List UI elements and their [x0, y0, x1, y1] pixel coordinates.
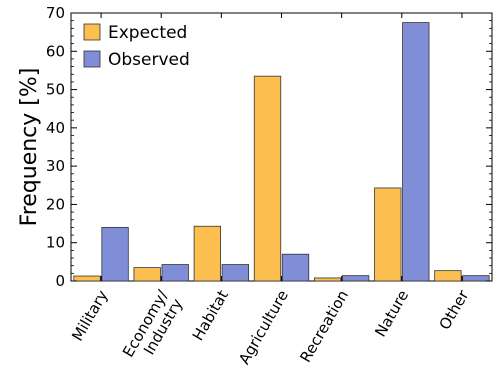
x-tick-label: Agriculture: [235, 287, 292, 367]
legend-swatch-expected: [83, 23, 101, 41]
bar-observed-6: [462, 275, 490, 282]
y-tick-label: 10: [46, 234, 65, 252]
x-tick-label: Economy/Industry: [119, 286, 187, 369]
y-tick-label: 50: [46, 81, 65, 99]
x-tick-label: Other: [435, 286, 472, 333]
bar-expected-6: [434, 270, 462, 282]
x-tick-label: Habitat: [189, 287, 232, 344]
bar-expected-1: [133, 267, 161, 282]
legend-swatch-observed: [83, 50, 101, 68]
x-tick-label: Nature: [371, 287, 412, 340]
y-tick-label: 20: [46, 195, 65, 213]
bar-expected-0: [73, 275, 101, 282]
legend-label-expected: Expected: [108, 23, 187, 43]
bar-observed-1: [161, 264, 189, 282]
bar-observed-5: [402, 22, 430, 282]
bar-expected-4: [313, 277, 342, 282]
x-tick-label: Recreation: [296, 287, 352, 365]
bar-expected-5: [374, 187, 402, 282]
legend: Expected Observed: [83, 23, 190, 70]
bar-expected-3: [253, 75, 282, 282]
y-tick-label: 40: [46, 119, 65, 137]
y-tick-label: 70: [46, 4, 65, 22]
legend-label-observed: Observed: [108, 50, 190, 70]
y-tick-label: 60: [46, 42, 65, 60]
bar-expected-2: [193, 225, 222, 282]
bar-observed-3: [281, 253, 310, 282]
bar-observed-2: [221, 264, 250, 282]
y-tick-label: 0: [55, 272, 65, 290]
y-axis: 0 10 20 30 40 50 60 70: [46, 4, 492, 290]
y-axis-label: Frequency [%]: [17, 68, 42, 227]
x-tick-label: Military: [68, 287, 111, 344]
bars-group: [73, 22, 490, 282]
y-tick-label: 30: [46, 157, 65, 175]
bar-observed-0: [101, 226, 129, 282]
bar-observed-4: [341, 275, 370, 282]
